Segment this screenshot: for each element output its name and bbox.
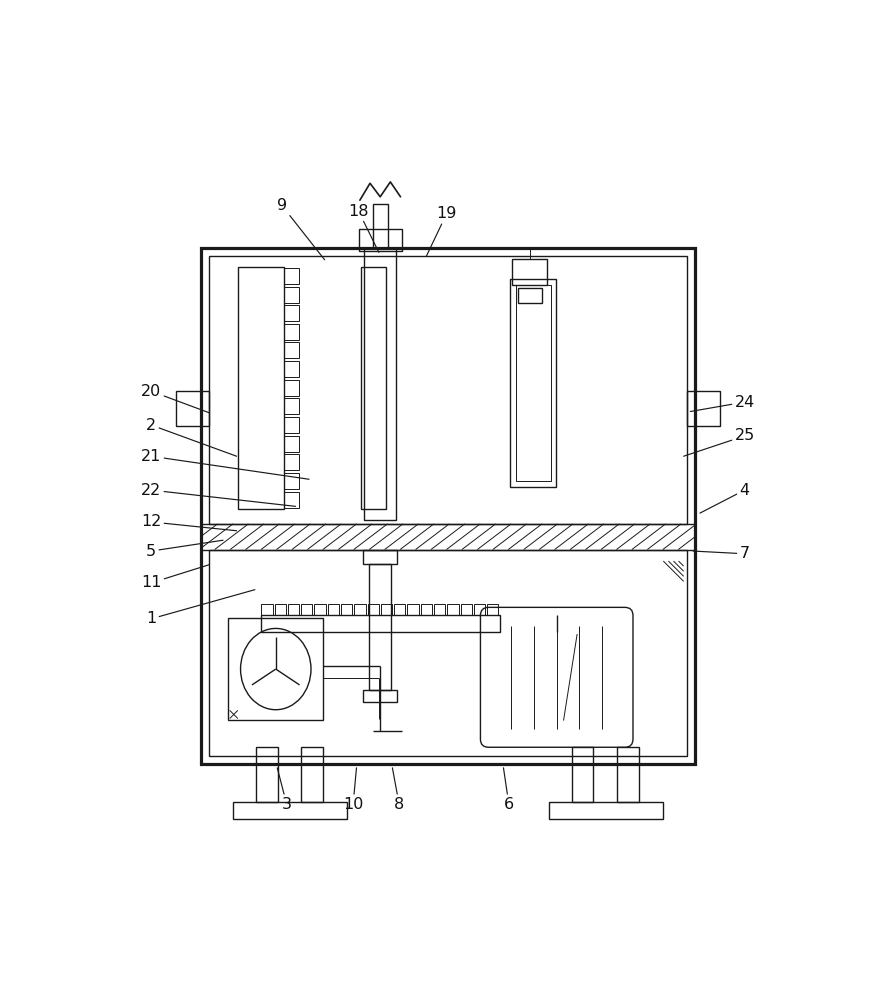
Bar [274, 604, 286, 615]
Bar [284, 324, 299, 340]
Bar [288, 604, 299, 615]
Bar [341, 604, 352, 615]
Bar [284, 492, 299, 508]
Bar [512, 259, 547, 285]
Bar [209, 550, 687, 756]
Bar [687, 391, 719, 426]
Bar [238, 267, 284, 509]
Bar [284, 380, 299, 396]
Text: 3: 3 [277, 768, 292, 812]
Bar [358, 229, 402, 251]
Bar [209, 256, 687, 524]
Bar [315, 604, 326, 615]
Bar [368, 604, 378, 615]
Bar [284, 398, 299, 414]
Text: 8: 8 [392, 768, 405, 812]
Text: 4: 4 [700, 483, 750, 513]
Text: 1: 1 [146, 590, 255, 626]
Bar [256, 747, 278, 802]
Text: 5: 5 [146, 540, 223, 559]
Text: 25: 25 [683, 428, 755, 456]
Text: 20: 20 [141, 384, 210, 413]
Bar [487, 604, 498, 615]
Bar [284, 454, 299, 470]
Bar [516, 285, 551, 481]
Text: 18: 18 [348, 204, 378, 252]
Bar [617, 747, 639, 802]
Text: 12: 12 [141, 514, 237, 531]
Bar [364, 550, 397, 564]
Text: 21: 21 [141, 449, 309, 479]
Bar [354, 604, 365, 615]
Text: 2: 2 [146, 418, 237, 456]
Bar [474, 604, 485, 615]
Bar [284, 361, 299, 377]
Bar [261, 604, 273, 615]
Bar [228, 618, 323, 720]
Bar [284, 305, 299, 321]
Bar [302, 747, 323, 802]
Bar [201, 248, 695, 764]
Bar [370, 564, 391, 690]
Bar [510, 279, 556, 487]
Bar [420, 604, 432, 615]
Bar [284, 287, 299, 303]
Text: 11: 11 [141, 565, 210, 590]
Bar [447, 604, 459, 615]
Bar [284, 436, 299, 452]
Text: 6: 6 [503, 768, 514, 812]
Bar [549, 802, 662, 819]
Bar [284, 473, 299, 489]
Text: 7: 7 [693, 546, 750, 561]
Text: 19: 19 [427, 206, 457, 256]
Bar [518, 288, 542, 303]
Bar [284, 342, 299, 358]
Bar [302, 604, 312, 615]
Bar [434, 604, 445, 615]
Bar [284, 268, 299, 284]
Bar [284, 417, 299, 433]
Bar [233, 802, 347, 819]
Bar [328, 604, 339, 615]
Text: 22: 22 [141, 483, 295, 506]
Bar [461, 604, 472, 615]
Bar [260, 615, 500, 632]
Text: 10: 10 [343, 768, 364, 812]
Bar [177, 391, 209, 426]
Bar [361, 267, 386, 509]
Bar [381, 604, 392, 615]
Bar [372, 204, 388, 248]
Bar [364, 248, 397, 520]
Bar [572, 747, 593, 802]
Bar [201, 524, 695, 550]
Text: 24: 24 [690, 395, 755, 412]
Bar [394, 604, 406, 615]
Bar [364, 690, 397, 702]
Text: 9: 9 [277, 198, 324, 260]
Bar [407, 604, 419, 615]
